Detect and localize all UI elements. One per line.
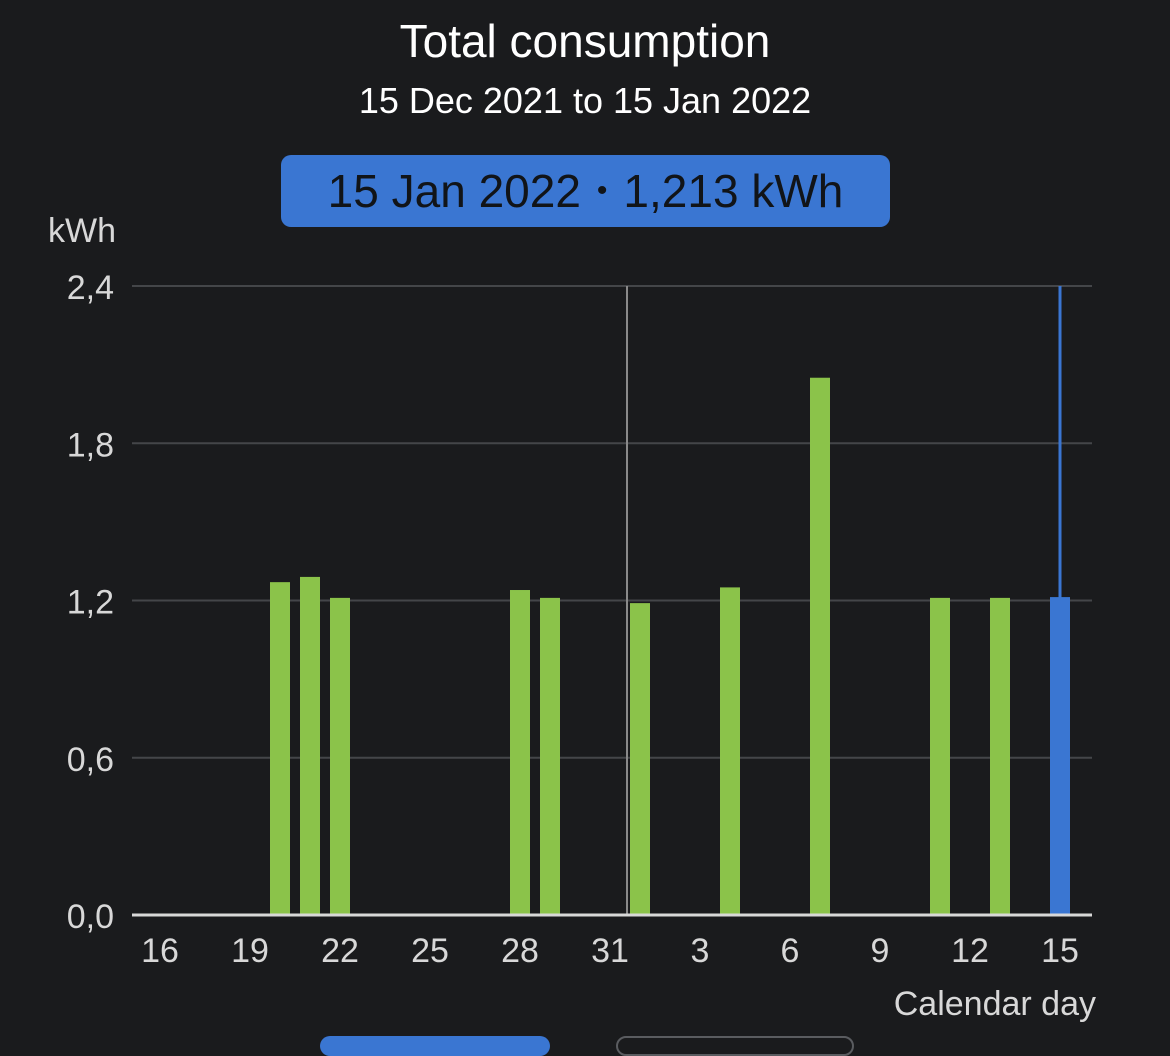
- y-tick-label: 2,4: [67, 269, 114, 307]
- chart-title: Total consumption: [399, 15, 771, 67]
- selected-value-tooltip: 15 Jan 2022 • 1,213 kWh: [281, 155, 890, 227]
- tooltip-value: 1,213 kWh: [623, 165, 844, 217]
- x-tick-label: 22: [321, 932, 359, 970]
- bar[interactable]: [330, 597, 350, 915]
- tooltip-separator: •: [596, 174, 608, 207]
- bar[interactable]: [720, 587, 740, 915]
- y-tick-label: 1,8: [67, 426, 114, 464]
- x-tick-label: 3: [691, 932, 710, 970]
- x-axis-label: Calendar day: [894, 985, 1096, 1023]
- x-tick-label: 28: [501, 932, 539, 970]
- y-axis-label: kWh: [48, 212, 116, 250]
- x-tick-label: 25: [411, 932, 449, 970]
- x-tick-label: 12: [951, 932, 989, 970]
- bar[interactable]: [810, 377, 830, 916]
- y-tick-label: 0,6: [67, 741, 114, 779]
- bar[interactable]: [540, 597, 560, 915]
- x-tick-label: 16: [141, 932, 179, 970]
- bar[interactable]: [510, 590, 530, 915]
- period-tab[interactable]: [616, 1036, 854, 1056]
- bar[interactable]: [300, 576, 320, 915]
- y-tick-label: 1,2: [67, 584, 114, 622]
- bar[interactable]: [930, 597, 950, 915]
- x-tick-label: 31: [591, 932, 629, 970]
- x-tick-label: 9: [871, 932, 890, 970]
- x-tick-label: 15: [1041, 932, 1079, 970]
- bar[interactable]: [990, 597, 1010, 915]
- bar[interactable]: [270, 582, 290, 915]
- y-tick-label: 0,0: [67, 898, 114, 936]
- tooltip-date: 15 Jan 2022: [327, 165, 581, 217]
- period-tab-selected[interactable]: [320, 1036, 550, 1056]
- x-tick-label: 6: [781, 932, 800, 970]
- selected-bar[interactable]: [1050, 597, 1070, 915]
- chart-subtitle: 15 Dec 2021 to 15 Jan 2022: [358, 80, 812, 121]
- bar[interactable]: [630, 603, 650, 915]
- x-tick-label: 19: [231, 932, 269, 970]
